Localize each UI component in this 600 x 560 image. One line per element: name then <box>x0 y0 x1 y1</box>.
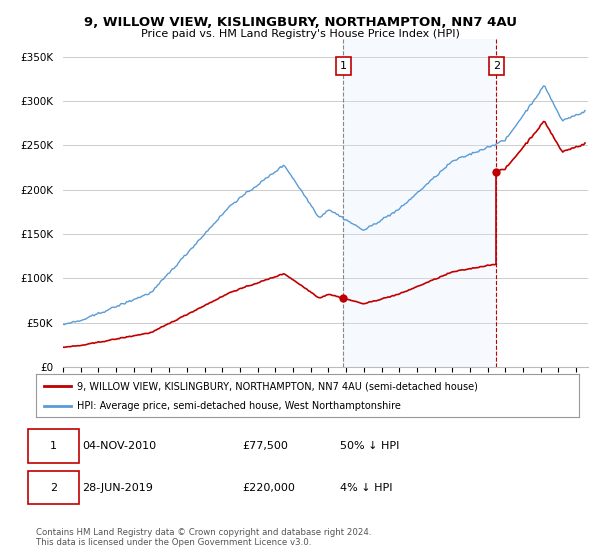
Text: £220,000: £220,000 <box>242 483 295 493</box>
FancyBboxPatch shape <box>28 470 79 505</box>
Text: HPI: Average price, semi-detached house, West Northamptonshire: HPI: Average price, semi-detached house,… <box>77 402 401 412</box>
FancyBboxPatch shape <box>28 429 79 463</box>
Text: 50% ↓ HPI: 50% ↓ HPI <box>340 441 400 451</box>
Text: 1: 1 <box>340 61 347 71</box>
Bar <box>343 39 496 367</box>
Text: 2: 2 <box>50 483 57 493</box>
Text: 28-JUN-2019: 28-JUN-2019 <box>82 483 153 493</box>
Text: £77,500: £77,500 <box>242 441 288 451</box>
Text: 04-NOV-2010: 04-NOV-2010 <box>82 441 156 451</box>
Text: 2: 2 <box>493 61 500 71</box>
Text: 9, WILLOW VIEW, KISLINGBURY, NORTHAMPTON, NN7 4AU (semi-detached house): 9, WILLOW VIEW, KISLINGBURY, NORTHAMPTON… <box>77 381 478 391</box>
Text: 4% ↓ HPI: 4% ↓ HPI <box>340 483 392 493</box>
Text: 1: 1 <box>50 441 57 451</box>
Text: 9, WILLOW VIEW, KISLINGBURY, NORTHAMPTON, NN7 4AU: 9, WILLOW VIEW, KISLINGBURY, NORTHAMPTON… <box>83 16 517 29</box>
Text: Contains HM Land Registry data © Crown copyright and database right 2024.
This d: Contains HM Land Registry data © Crown c… <box>36 528 371 547</box>
Text: Price paid vs. HM Land Registry's House Price Index (HPI): Price paid vs. HM Land Registry's House … <box>140 29 460 39</box>
